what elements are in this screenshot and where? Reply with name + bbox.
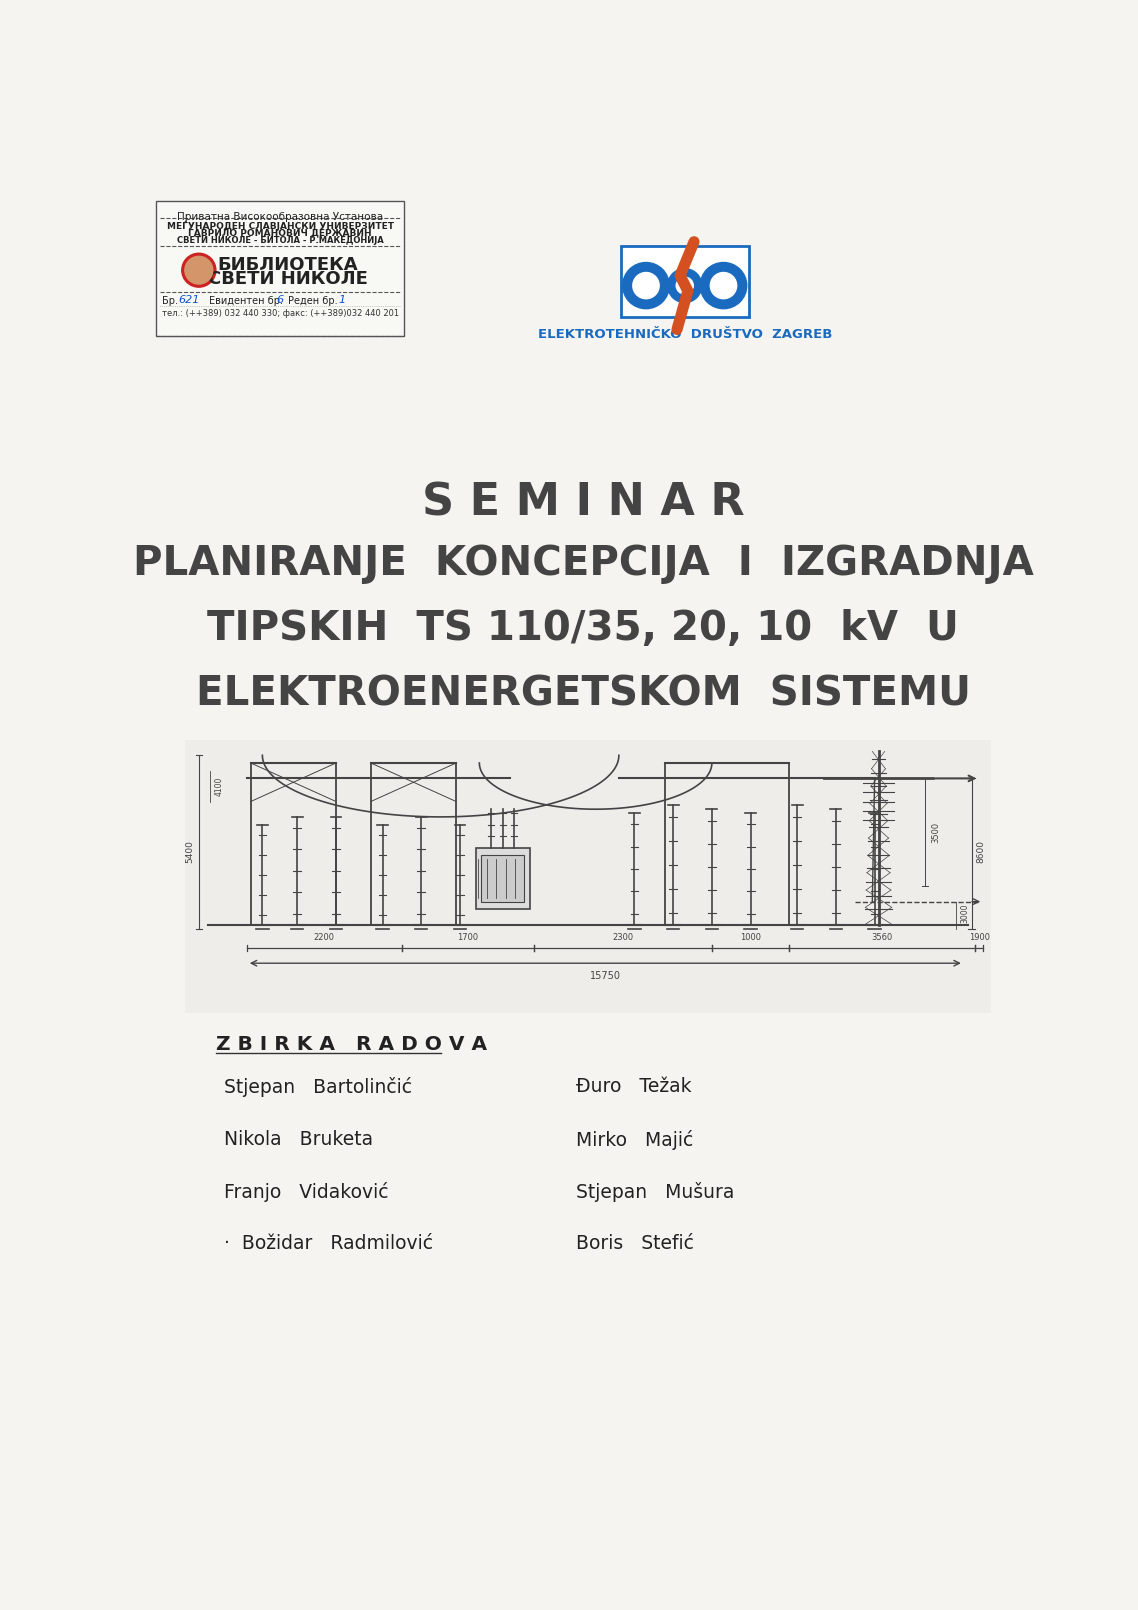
Text: Boris   Stefić: Boris Stefić xyxy=(576,1235,694,1253)
Text: МЕЃУНАРОДЕН СЛАВЈАНСКИ УНИВЕРЗИТЕТ: МЕЃУНАРОДЕН СЛАВЈАНСКИ УНИВЕРЗИТЕТ xyxy=(166,221,394,232)
Circle shape xyxy=(710,272,736,299)
Bar xyxy=(184,741,991,1013)
Circle shape xyxy=(633,272,659,299)
Text: Z B I R K A   R A D O V A: Z B I R K A R A D O V A xyxy=(216,1035,487,1055)
Text: 3500: 3500 xyxy=(931,821,940,844)
Text: 1700: 1700 xyxy=(457,934,478,942)
Text: 15750: 15750 xyxy=(589,971,621,980)
Text: БИБЛИОТЕКА: БИБЛИОТЕКА xyxy=(217,256,358,274)
Text: Евидентен бр.: Евидентен бр. xyxy=(209,296,283,306)
Text: 2200: 2200 xyxy=(314,934,335,942)
Text: 3560: 3560 xyxy=(872,934,893,942)
Text: 1000: 1000 xyxy=(740,934,761,942)
Text: 6: 6 xyxy=(277,295,283,304)
Text: 1: 1 xyxy=(338,295,346,304)
Circle shape xyxy=(622,262,669,309)
Circle shape xyxy=(676,277,693,295)
Text: 2300: 2300 xyxy=(612,934,634,942)
Text: S E M I N A R: S E M I N A R xyxy=(422,481,744,525)
Text: Приватна Високообразовна Установа: Приватна Високообразовна Установа xyxy=(178,211,384,222)
Bar xyxy=(481,855,525,902)
Circle shape xyxy=(668,269,702,303)
Text: ·  Božidar   Radmilović: · Božidar Radmilović xyxy=(224,1235,432,1253)
Text: Nikola   Bruketa: Nikola Bruketa xyxy=(224,1130,373,1148)
Circle shape xyxy=(700,262,747,309)
FancyBboxPatch shape xyxy=(156,201,404,335)
Text: ELEKTROTEHNIČKO  DRUŠTVO  ZAGREB: ELEKTROTEHNIČKO DRUŠTVO ZAGREB xyxy=(537,328,832,341)
Text: тел.: (++389) 032 440 330; факс: (++389)032 440 201: тел.: (++389) 032 440 330; факс: (++389)… xyxy=(163,309,399,319)
Text: СВЕТИ НИКОЛЕ - БИТОЛА - Р.МАКЕДОНИЈА: СВЕТИ НИКОЛЕ - БИТОЛА - Р.МАКЕДОНИЈА xyxy=(176,237,384,245)
Text: Stjepan   Bartolinčić: Stjepan Bartolinčić xyxy=(224,1077,412,1096)
Text: Mirko   Majić: Mirko Majić xyxy=(576,1130,693,1150)
Text: 8600: 8600 xyxy=(976,840,986,863)
Text: 621: 621 xyxy=(178,295,199,304)
Text: Stjepan   Mušura: Stjepan Mušura xyxy=(576,1182,735,1203)
Circle shape xyxy=(184,256,213,283)
Text: PLANIRANJE  KONCEPCIJA  I  IZGRADNJA: PLANIRANJE KONCEPCIJA I IZGRADNJA xyxy=(133,544,1033,583)
Text: 5400: 5400 xyxy=(185,840,195,863)
Text: 3000: 3000 xyxy=(960,903,970,923)
Bar xyxy=(621,246,749,317)
Circle shape xyxy=(182,253,216,287)
Text: 4100: 4100 xyxy=(214,776,223,795)
Text: СВЕТИ НИКОЛЕ: СВЕТИ НИКОЛЕ xyxy=(208,270,368,288)
Text: Бр.: Бр. xyxy=(163,296,179,306)
Text: Franjo   Vidaković: Franjo Vidaković xyxy=(224,1182,388,1203)
Text: Реден бр.: Реден бр. xyxy=(288,296,338,306)
Text: TIPSKIH  TS 110/35, 20, 10  kV  U: TIPSKIH TS 110/35, 20, 10 kV U xyxy=(207,609,959,649)
Text: Đuro   Težak: Đuro Težak xyxy=(576,1077,692,1096)
Text: 1900: 1900 xyxy=(968,934,990,942)
Bar xyxy=(476,848,530,910)
Text: ГАВРИЛО РОМАНОВИЧ ДЕРЖАВИН: ГАВРИЛО РОМАНОВИЧ ДЕРЖАВИН xyxy=(189,229,372,238)
Text: ELEKTROENERGETSKOM  SISTEMU: ELEKTROENERGETSKOM SISTEMU xyxy=(196,675,971,715)
